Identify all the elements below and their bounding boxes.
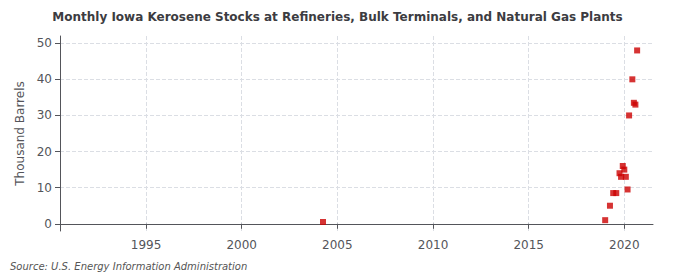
svg-text:1995: 1995 — [131, 238, 162, 252]
svg-text:Source: U.S. Energy Informatio: Source: U.S. Energy Information Administ… — [10, 261, 247, 272]
svg-text:40: 40 — [37, 72, 52, 86]
svg-text:2010: 2010 — [418, 238, 449, 252]
svg-text:10: 10 — [37, 181, 52, 195]
svg-text:20: 20 — [37, 145, 52, 159]
svg-text:2000: 2000 — [226, 238, 257, 252]
svg-text:2005: 2005 — [322, 238, 353, 252]
svg-text:50: 50 — [37, 36, 52, 50]
svg-text:30: 30 — [37, 108, 52, 122]
svg-text:2020: 2020 — [609, 238, 640, 252]
svg-text:Monthly Iowa Kerosene Stocks a: Monthly Iowa Kerosene Stocks at Refineri… — [52, 10, 622, 24]
svg-text:2015: 2015 — [513, 238, 544, 252]
svg-text:Thousand Barrels: Thousand Barrels — [13, 81, 27, 186]
svg-text:0: 0 — [44, 217, 52, 231]
